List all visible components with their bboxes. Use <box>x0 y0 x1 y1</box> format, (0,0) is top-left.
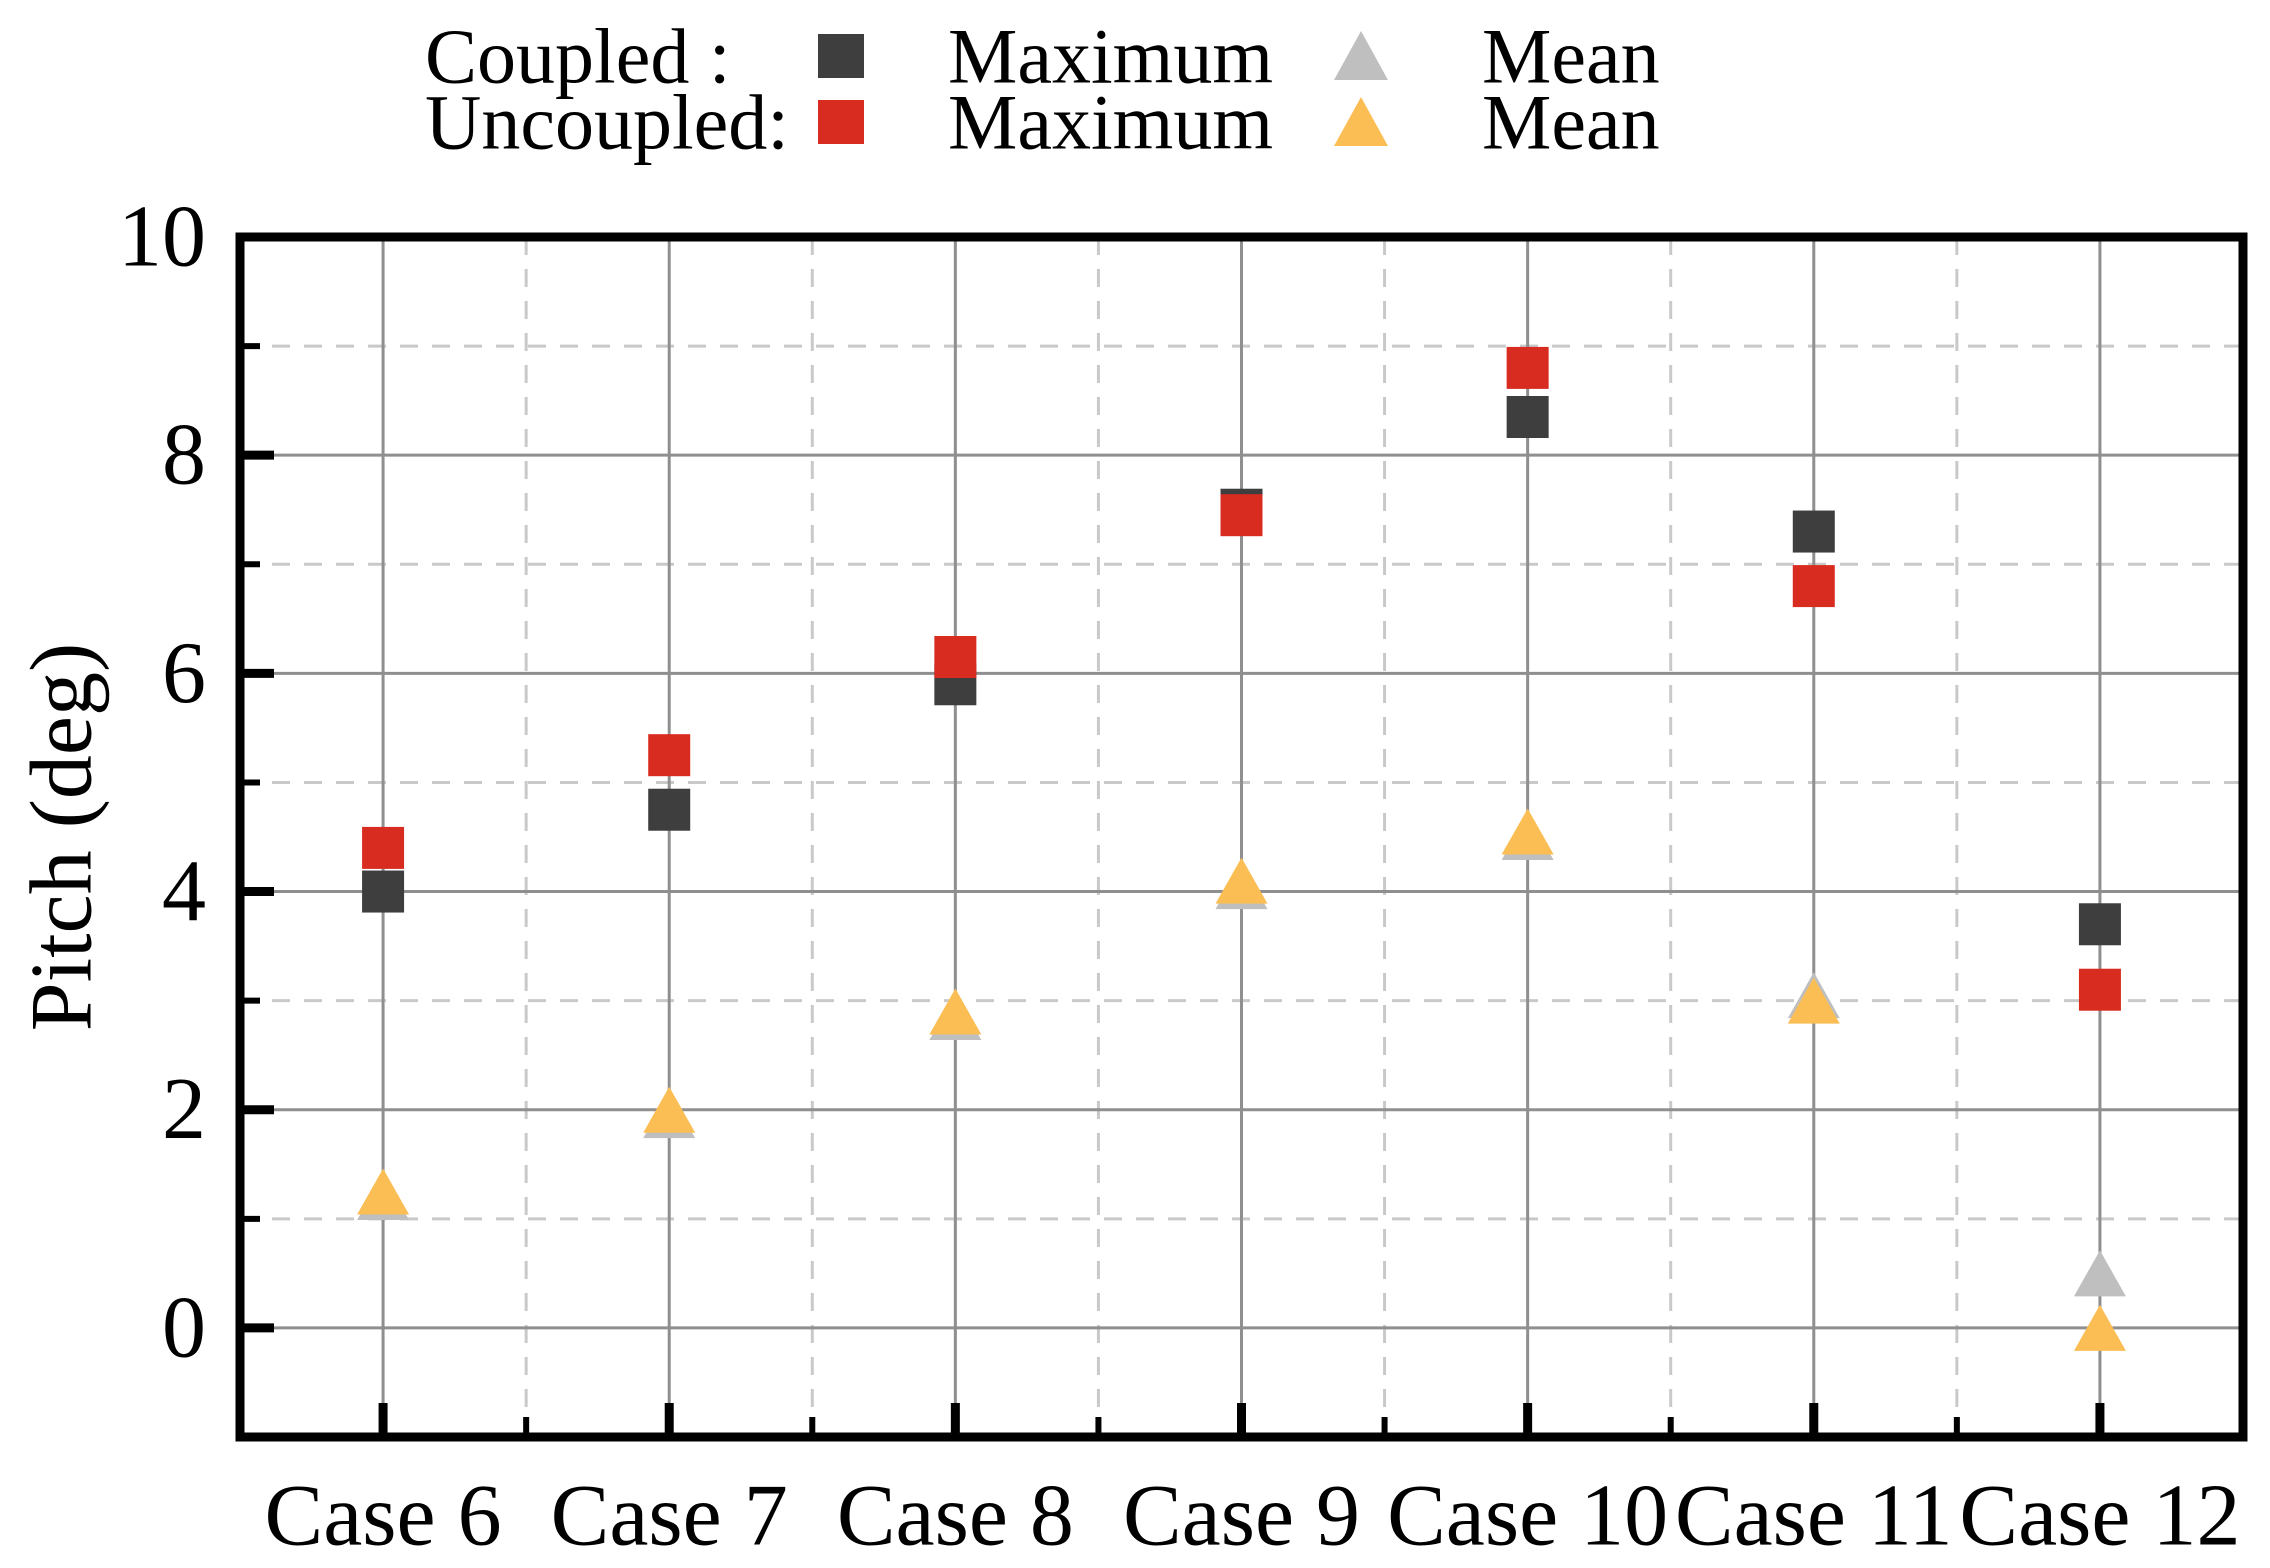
x-tick-label-case-8: Case 8 <box>837 1468 1074 1565</box>
y-tick-labels: 0 2 4 6 8 10 <box>118 189 206 1377</box>
x-tick-label-case-11: Case 11 <box>1675 1468 1953 1565</box>
x-tick-label-case-12: Case 12 <box>1959 1468 2240 1565</box>
y-tick-label: 2 <box>162 1061 206 1158</box>
legend-entry-label: Mean <box>1482 79 1660 166</box>
x-tick-label-case-10: Case 10 <box>1387 1468 1668 1565</box>
y-tick-label: 6 <box>162 625 206 722</box>
legend-row-uncoupled: Uncoupled: Maximum Mean <box>425 79 1660 166</box>
x-tick-labels: Case 6 Case 7 Case 8 Case 9 Case 10 Case 11 Ca… <box>265 1468 2241 1565</box>
marker-uncoupled-mean-case-10 <box>1501 808 1554 855</box>
marker-uncoupled-mean-case-9 <box>1215 857 1268 904</box>
legend-series-label: Uncoupled: <box>425 79 789 166</box>
y-tick-label: 0 <box>162 1279 206 1376</box>
marker-uncoupled-maximum-case-6 <box>362 826 405 869</box>
x-tick-label-case-6: Case 6 <box>265 1468 502 1565</box>
marker-uncoupled-maximum-case-10 <box>1506 346 1549 389</box>
legend: Coupled : Maximum Mean Uncoupled: Maximum Mea… <box>425 13 1660 166</box>
x-tick-label-case-9: Case 9 <box>1123 1468 1360 1565</box>
legend-square-icon <box>818 100 864 144</box>
y-tick-label: 10 <box>118 189 206 286</box>
y-tick-label: 8 <box>162 407 206 504</box>
marker-uncoupled-mean-case-11 <box>1787 977 1840 1024</box>
marker-coupled-mean-case-12 <box>2073 1250 2126 1297</box>
marker-coupled-maximum-case-10 <box>1506 396 1549 438</box>
legend-row-coupled: Coupled : Maximum Mean <box>425 13 1660 100</box>
marker-uncoupled-mean-case-7 <box>643 1086 696 1133</box>
marker-coupled-maximum-case-7 <box>648 788 691 831</box>
series-uncoupled-maximum <box>362 346 2121 1011</box>
legend-entry-label: Mean <box>1482 13 1660 100</box>
y-axis-title: Pitch (deg) <box>14 643 111 1032</box>
legend-series-label: Coupled : <box>425 13 731 100</box>
marker-uncoupled-mean-case-8 <box>929 988 982 1035</box>
marker-uncoupled-maximum-case-12 <box>2078 968 2121 1011</box>
data-markers <box>357 346 2126 1351</box>
legend-entry-label: Maximum <box>948 13 1273 100</box>
axis-ticks <box>240 232 2105 1437</box>
legend-square-icon <box>818 34 864 78</box>
marker-coupled-maximum-case-11 <box>1792 510 1835 553</box>
marker-uncoupled-maximum-case-8 <box>934 636 977 678</box>
legend-triangle-icon <box>1334 31 1388 80</box>
legend-entry-label: Maximum <box>948 79 1273 166</box>
y-tick-label: 4 <box>162 843 206 940</box>
marker-uncoupled-maximum-case-9 <box>1220 494 1263 537</box>
marker-uncoupled-maximum-case-11 <box>1792 565 1835 608</box>
legend-triangle-icon <box>1334 97 1388 146</box>
marker-coupled-maximum-case-6 <box>362 870 405 913</box>
marker-uncoupled-mean-case-12 <box>2073 1304 2126 1351</box>
series-uncoupled-mean <box>357 808 2126 1351</box>
marker-coupled-maximum-case-12 <box>2078 903 2121 946</box>
marker-uncoupled-maximum-case-7 <box>648 734 691 777</box>
marker-uncoupled-mean-case-6 <box>357 1168 410 1215</box>
x-tick-label-case-7: Case 7 <box>551 1468 788 1565</box>
